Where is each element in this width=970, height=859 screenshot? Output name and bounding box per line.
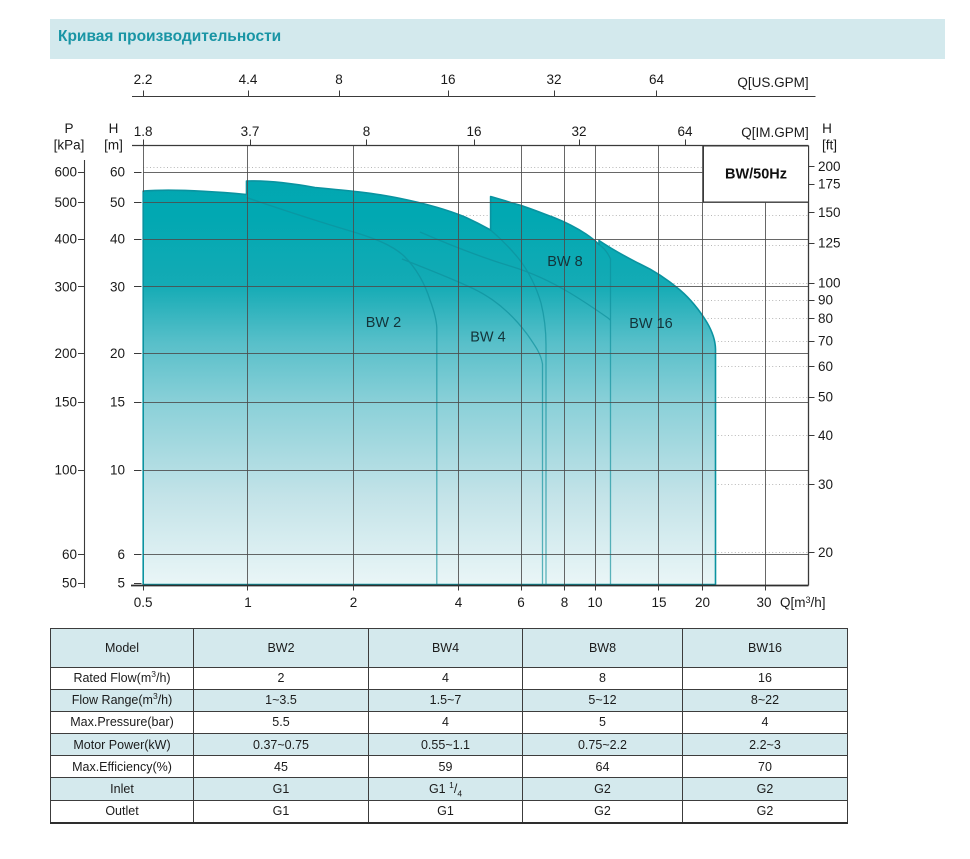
svg-text:BW/50Hz: BW/50Hz bbox=[725, 167, 787, 183]
svg-text:40: 40 bbox=[818, 428, 833, 443]
svg-text:P: P bbox=[64, 121, 73, 136]
svg-text:8: 8 bbox=[561, 595, 569, 610]
svg-text:[m]: [m] bbox=[104, 138, 123, 153]
svg-text:2.2: 2.2 bbox=[134, 72, 153, 87]
svg-text:[ft]: [ft] bbox=[822, 138, 837, 153]
svg-text:20: 20 bbox=[695, 595, 710, 610]
svg-text:5: 5 bbox=[117, 576, 125, 591]
svg-text:15: 15 bbox=[651, 595, 666, 610]
svg-text:32: 32 bbox=[546, 72, 561, 87]
svg-text:BW 2: BW 2 bbox=[366, 315, 401, 331]
svg-text:30: 30 bbox=[110, 279, 125, 294]
svg-text:8: 8 bbox=[335, 72, 343, 87]
svg-text:150: 150 bbox=[818, 205, 841, 220]
svg-text:1.8: 1.8 bbox=[134, 124, 153, 139]
svg-text:150: 150 bbox=[54, 395, 77, 410]
svg-text:4: 4 bbox=[455, 595, 463, 610]
svg-text:30: 30 bbox=[756, 595, 771, 610]
svg-text:50: 50 bbox=[110, 195, 125, 210]
svg-text:30: 30 bbox=[818, 477, 833, 492]
svg-text:8: 8 bbox=[363, 124, 371, 139]
svg-text:20: 20 bbox=[818, 545, 833, 560]
svg-text:4.4: 4.4 bbox=[239, 72, 258, 87]
svg-text:300: 300 bbox=[54, 279, 77, 294]
svg-text:1: 1 bbox=[244, 595, 252, 610]
svg-text:2: 2 bbox=[350, 595, 358, 610]
svg-text:16: 16 bbox=[440, 72, 455, 87]
svg-text:100: 100 bbox=[54, 463, 77, 478]
svg-text:H: H bbox=[109, 121, 119, 136]
svg-text:20: 20 bbox=[110, 346, 125, 361]
svg-text:10: 10 bbox=[587, 595, 602, 610]
svg-text:80: 80 bbox=[818, 311, 833, 326]
svg-text:200: 200 bbox=[54, 346, 77, 361]
svg-text:0.5: 0.5 bbox=[134, 595, 153, 610]
svg-text:60: 60 bbox=[110, 165, 125, 180]
svg-text:32: 32 bbox=[571, 124, 586, 139]
svg-text:200: 200 bbox=[818, 159, 841, 174]
svg-text:Q[m3/h]: Q[m3/h] bbox=[780, 595, 826, 610]
svg-text:40: 40 bbox=[110, 232, 125, 247]
svg-text:16: 16 bbox=[466, 124, 481, 139]
svg-text:60: 60 bbox=[818, 359, 833, 374]
svg-text:500: 500 bbox=[54, 195, 77, 210]
svg-text:15: 15 bbox=[110, 395, 125, 410]
svg-text:3.7: 3.7 bbox=[241, 124, 260, 139]
svg-text:100: 100 bbox=[818, 276, 841, 291]
svg-text:[kPa]: [kPa] bbox=[54, 138, 85, 153]
svg-text:50: 50 bbox=[818, 390, 833, 405]
svg-text:64: 64 bbox=[677, 124, 693, 139]
svg-text:6: 6 bbox=[517, 595, 525, 610]
svg-text:90: 90 bbox=[818, 293, 833, 308]
svg-text:60: 60 bbox=[62, 547, 77, 562]
svg-text:50: 50 bbox=[62, 576, 77, 591]
svg-text:64: 64 bbox=[649, 72, 665, 87]
svg-text:10: 10 bbox=[110, 463, 125, 478]
svg-text:400: 400 bbox=[54, 232, 77, 247]
svg-text:H: H bbox=[822, 121, 832, 136]
svg-text:Q[US.GPM]: Q[US.GPM] bbox=[737, 75, 808, 90]
svg-text:Q[IM.GPM]: Q[IM.GPM] bbox=[741, 125, 809, 140]
svg-text:600: 600 bbox=[54, 165, 77, 180]
svg-text:BW 16: BW 16 bbox=[629, 316, 673, 332]
svg-text:BW 8: BW 8 bbox=[547, 254, 582, 270]
svg-text:6: 6 bbox=[117, 547, 125, 562]
svg-text:BW 4: BW 4 bbox=[470, 330, 505, 346]
svg-text:125: 125 bbox=[818, 236, 841, 251]
svg-text:70: 70 bbox=[818, 334, 833, 349]
svg-text:175: 175 bbox=[818, 177, 841, 192]
